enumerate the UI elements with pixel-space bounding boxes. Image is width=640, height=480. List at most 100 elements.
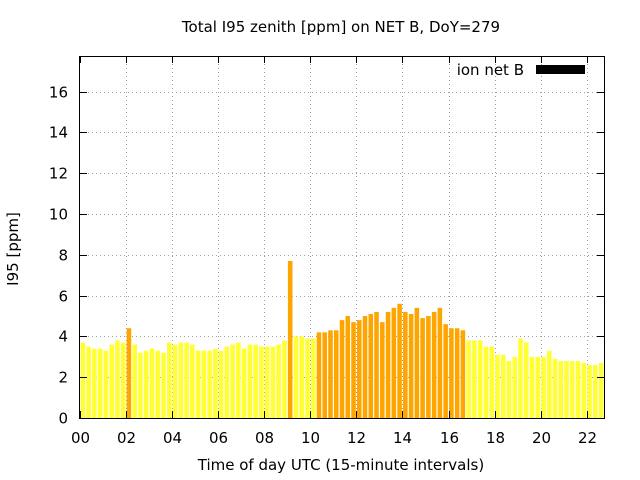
bar xyxy=(316,332,322,418)
y-axis-label: I95 [ppm] xyxy=(4,212,22,286)
bar xyxy=(575,360,581,418)
bar xyxy=(86,346,91,418)
bar xyxy=(166,342,172,418)
bar xyxy=(541,356,546,418)
bar xyxy=(449,328,454,418)
bar xyxy=(172,344,178,418)
bar xyxy=(558,360,564,418)
bar xyxy=(391,307,397,418)
bar xyxy=(472,340,477,418)
bar xyxy=(328,330,333,418)
x-tick-label: 10 xyxy=(301,429,320,447)
bar xyxy=(195,350,201,418)
bar xyxy=(161,352,166,418)
bar xyxy=(523,342,529,418)
bar xyxy=(374,311,379,418)
x-tick-label: 12 xyxy=(347,429,366,447)
x-tick-label: 22 xyxy=(578,429,597,447)
bar xyxy=(385,311,391,418)
bar xyxy=(500,354,506,418)
x-tick-label: 16 xyxy=(440,429,459,447)
bar xyxy=(420,318,425,418)
x-axis-label: Time of day UTC (15-minute intervals) xyxy=(197,456,484,474)
bar xyxy=(259,346,264,418)
bars xyxy=(80,260,604,418)
bar xyxy=(322,332,328,418)
bar xyxy=(362,316,368,418)
bar xyxy=(403,311,408,418)
legend-label: ion net B xyxy=(457,61,524,79)
bar xyxy=(224,346,230,418)
bar xyxy=(282,340,287,418)
bar xyxy=(143,350,149,418)
x-tick-label: 00 xyxy=(71,429,90,447)
y-tick-label: 12 xyxy=(49,165,68,183)
x-tick-label: 06 xyxy=(209,429,228,447)
bar xyxy=(547,350,552,418)
bar xyxy=(437,307,443,418)
x-tick-label: 18 xyxy=(486,429,505,447)
bar xyxy=(466,340,471,418)
plot-frame xyxy=(79,56,605,419)
bar xyxy=(506,360,512,418)
y-tick-label: 10 xyxy=(49,206,68,224)
bar xyxy=(357,320,362,418)
bar xyxy=(587,364,592,418)
bar xyxy=(103,350,109,418)
legend-swatch xyxy=(536,65,585,74)
bar xyxy=(339,320,345,418)
bar xyxy=(97,348,103,418)
bar xyxy=(483,346,489,418)
x-tick-label: 04 xyxy=(163,429,182,447)
bar xyxy=(207,350,212,418)
legend: ion net B xyxy=(457,61,585,79)
bar xyxy=(489,346,494,418)
bar xyxy=(310,338,316,418)
chart-title: Total I95 zenith [ppm] on NET B, DoY=279 xyxy=(181,18,500,36)
x-tick-label: 08 xyxy=(255,429,274,447)
bar xyxy=(120,342,126,418)
bar xyxy=(253,344,258,418)
bar xyxy=(201,350,207,418)
bar xyxy=(138,352,143,418)
bar xyxy=(264,346,270,418)
bar xyxy=(184,342,189,418)
bar xyxy=(80,342,86,418)
bar xyxy=(115,340,120,418)
bar xyxy=(408,313,414,418)
bar xyxy=(270,346,276,418)
bar xyxy=(126,328,132,418)
y-tick-label: 16 xyxy=(49,84,68,102)
bar xyxy=(495,354,500,418)
bar xyxy=(333,330,339,418)
bar xyxy=(293,336,299,418)
bar xyxy=(397,303,402,418)
bar xyxy=(351,322,356,418)
bar xyxy=(380,322,385,418)
bar xyxy=(190,344,195,418)
bar xyxy=(460,330,466,418)
x-tick-label: 20 xyxy=(532,429,551,447)
bar xyxy=(535,356,541,418)
x-tick-label: 14 xyxy=(393,429,412,447)
bar xyxy=(155,350,161,418)
bar xyxy=(178,342,184,418)
bar xyxy=(299,336,304,418)
bar xyxy=(149,348,155,418)
bar xyxy=(593,364,598,418)
bar xyxy=(241,348,247,418)
y-tick-label: 4 xyxy=(58,328,68,346)
bar xyxy=(230,344,235,418)
bar xyxy=(345,316,351,418)
bar xyxy=(287,260,293,418)
y-tick-label: 6 xyxy=(58,288,68,306)
bar xyxy=(109,344,114,418)
bar xyxy=(132,344,137,418)
bar xyxy=(518,338,523,418)
grid xyxy=(80,56,604,418)
bar xyxy=(426,316,431,418)
bar xyxy=(443,324,448,418)
y-tick-label: 0 xyxy=(58,410,68,428)
